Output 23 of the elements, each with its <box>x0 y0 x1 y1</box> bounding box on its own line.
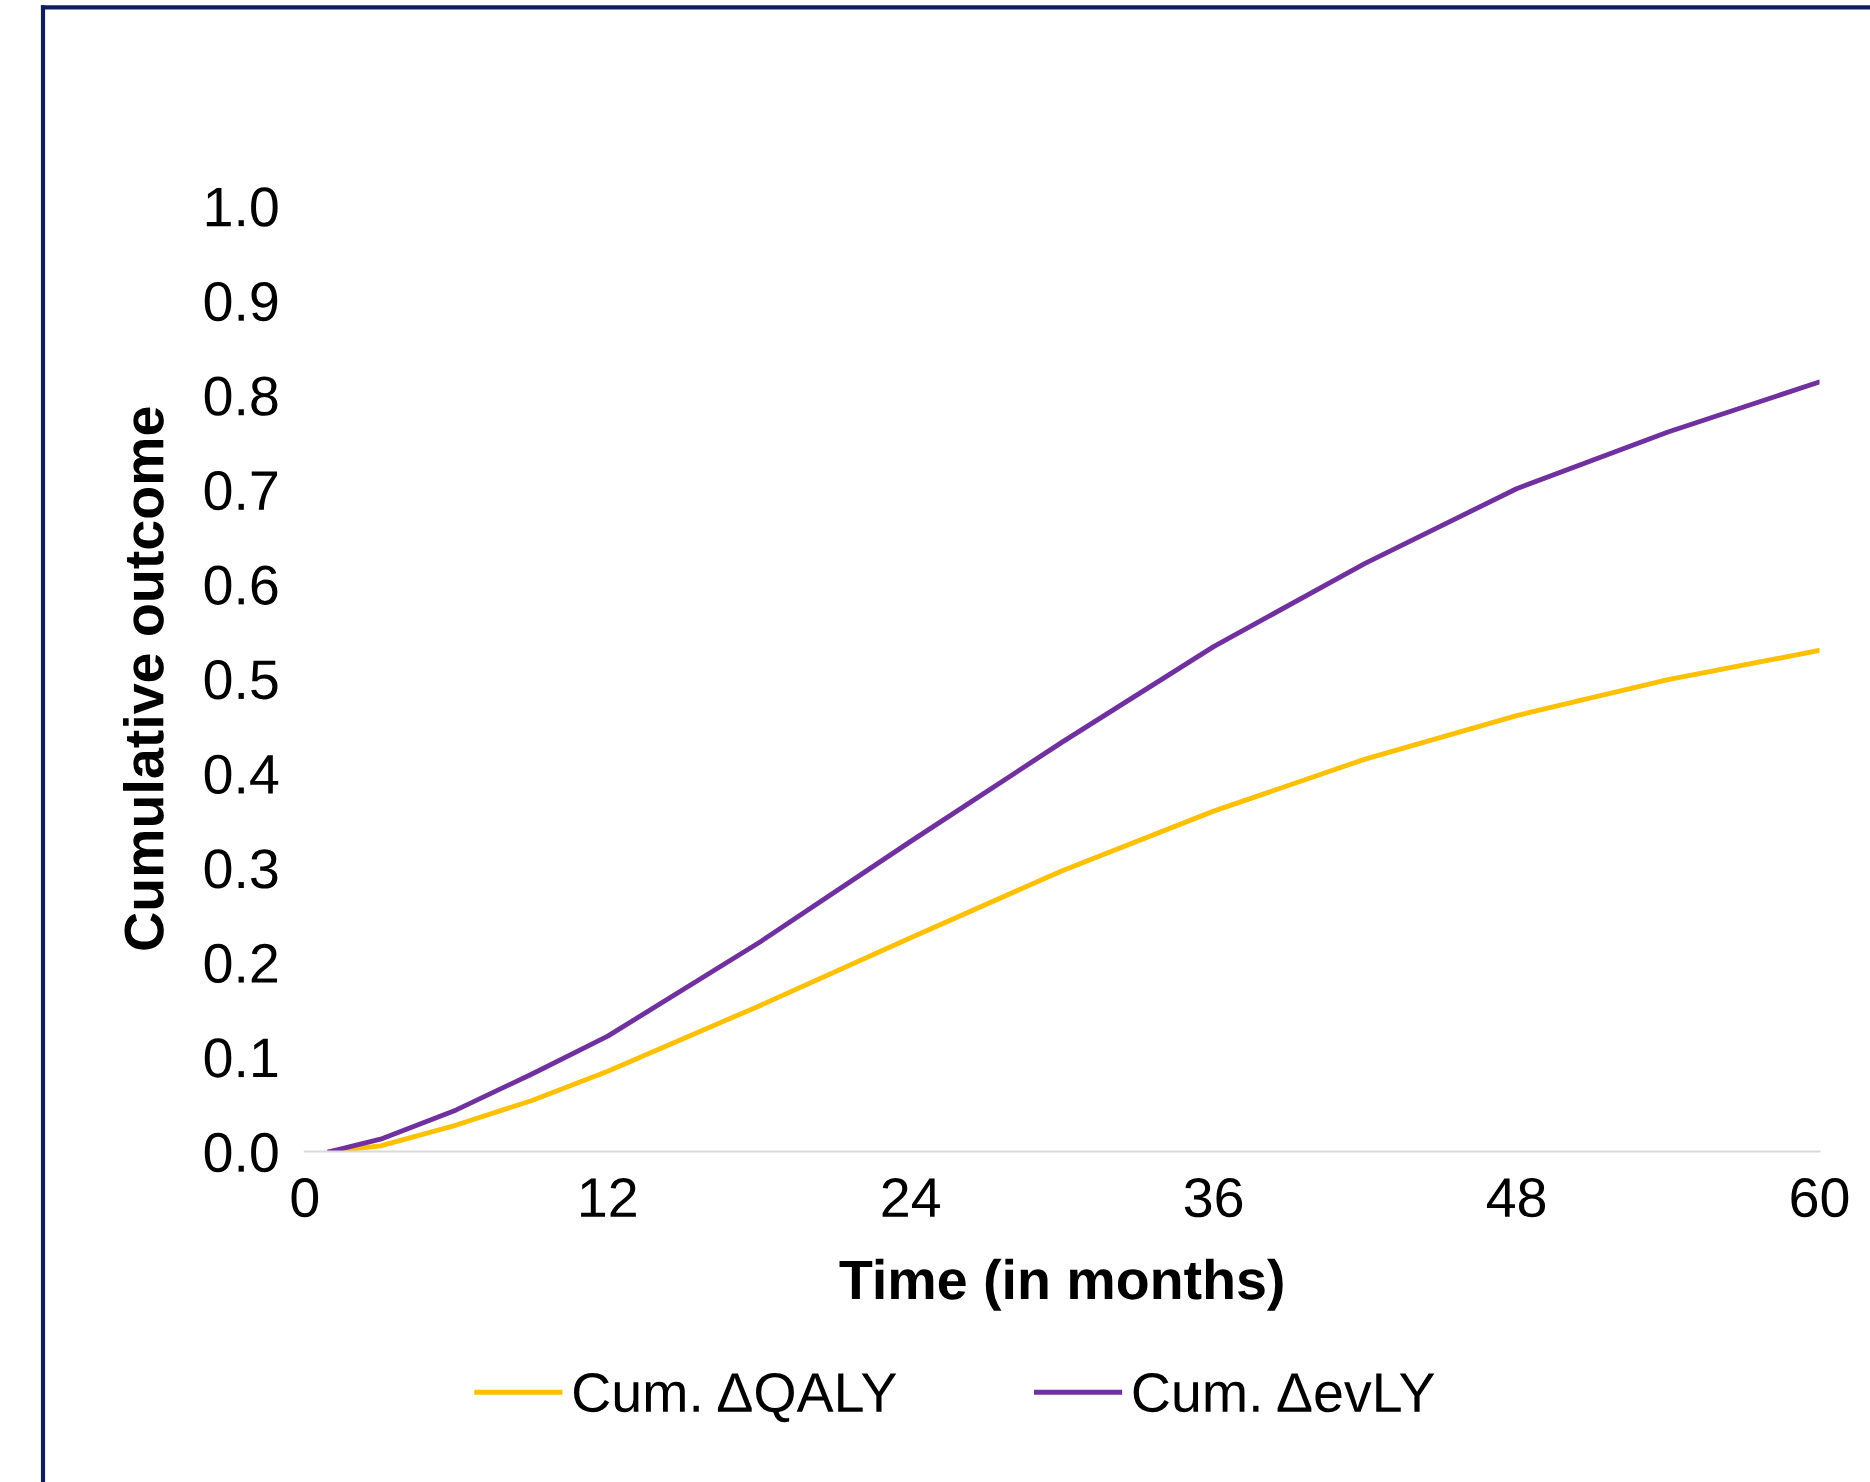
legend-label: Cum. ΔQALY <box>573 1372 897 1423</box>
y-tick-label: 0.4 <box>204 754 279 794</box>
y-tick-label: 0.3 <box>204 849 278 889</box>
y-axis-title: Cumulative outcome <box>123 407 164 950</box>
x-tick-label: 0 <box>291 1177 319 1218</box>
y-tick-label: 0.9 <box>204 281 278 322</box>
y-tick-label: 0.0 <box>204 1132 278 1173</box>
y-tick-label: 0.8 <box>204 376 278 416</box>
y-tick-label: 1.0 <box>206 187 278 227</box>
line-series <box>327 647 1820 1152</box>
x-tick-label: 60 <box>1791 1177 1849 1218</box>
x-tick-label: 12 <box>581 1177 636 1217</box>
x-tick-label: 48 <box>1486 1177 1546 1218</box>
line-series <box>327 379 1820 1152</box>
x-axis-title: Time (in months) <box>839 1258 1283 1311</box>
legend-label: Cum. ΔevLY <box>1133 1372 1435 1413</box>
x-tick-label: 24 <box>882 1177 940 1217</box>
y-tick-label: 0.7 <box>204 470 278 511</box>
y-tick-label: 0.5 <box>204 660 278 700</box>
y-tick-label: 0.2 <box>204 943 278 984</box>
y-tick-label: 0.6 <box>204 565 278 605</box>
y-tick-label: 0.1 <box>204 1038 278 1078</box>
x-tick-label: 36 <box>1184 1177 1243 1218</box>
